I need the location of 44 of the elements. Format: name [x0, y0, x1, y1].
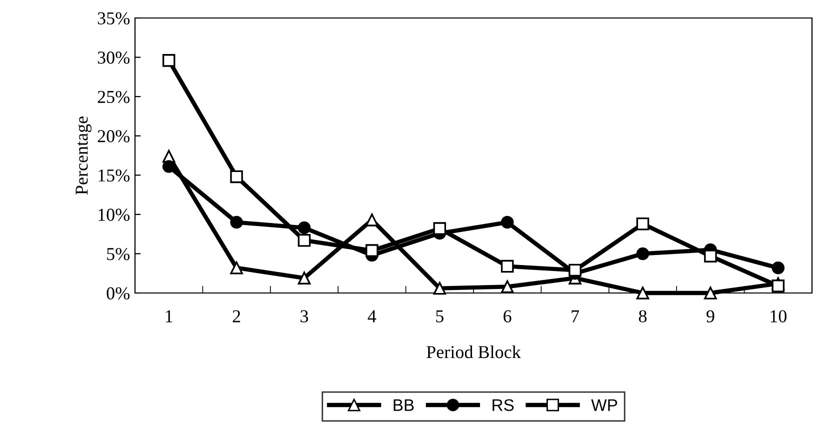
legend-label: BB	[394, 399, 414, 411]
point	[500, 260, 514, 273]
y-tick-label: 20%	[98, 130, 130, 142]
x-tick-label: 10	[770, 310, 786, 322]
point	[298, 272, 311, 284]
point	[230, 261, 243, 274]
y-tick-label: 0%	[106, 287, 130, 300]
point	[162, 160, 176, 173]
y-axis-title: Percentage	[76, 116, 92, 195]
x-tick-label: 8	[638, 310, 647, 322]
point	[772, 261, 785, 274]
y-tick-label: 10%	[98, 208, 130, 221]
legend-label: WP	[591, 399, 618, 411]
point	[366, 244, 378, 257]
x-tick-label: 6	[504, 310, 512, 322]
x-tick-label: 7	[572, 310, 580, 322]
y-tick-label: 5%	[107, 248, 130, 260]
point	[298, 234, 311, 247]
point	[230, 216, 243, 229]
x-tick-label: 9	[706, 310, 714, 322]
legend-label: RS	[492, 399, 514, 411]
point	[433, 282, 446, 295]
point	[636, 286, 650, 300]
y-tick-label: 30%	[98, 52, 130, 64]
point	[298, 221, 311, 234]
point	[704, 286, 717, 300]
x-tick-label: 2	[232, 310, 240, 322]
point	[772, 280, 785, 292]
x-tick-label: 1	[166, 310, 172, 322]
x-tick-label: 4	[368, 310, 376, 322]
point	[500, 216, 514, 229]
point	[568, 264, 582, 277]
y-tick-label: 35%	[98, 12, 130, 24]
point	[162, 54, 176, 67]
x-tick-label: 3	[300, 310, 308, 322]
y-tick-label: 15%	[98, 169, 130, 182]
point	[636, 217, 650, 230]
point	[636, 247, 650, 260]
point	[230, 170, 243, 184]
y-tick-label: 25%	[98, 90, 130, 104]
x-axis-title: Period Block	[426, 345, 521, 358]
point	[433, 222, 446, 235]
point	[704, 250, 717, 262]
x-tick-label: 5	[436, 310, 444, 322]
